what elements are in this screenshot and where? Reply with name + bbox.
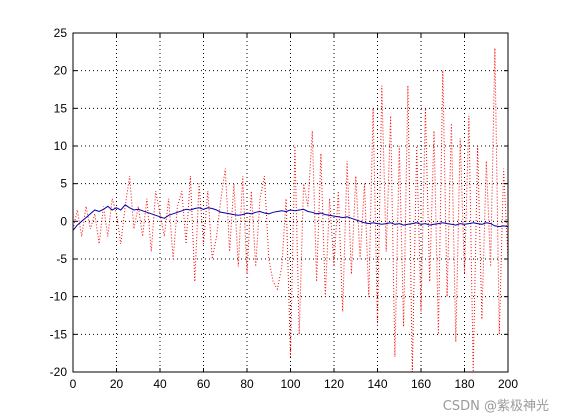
x-tick-label: 60 (197, 377, 211, 391)
x-tick-label: 40 (153, 377, 167, 391)
x-tick-label: 160 (411, 377, 431, 391)
series-layer (72, 48, 509, 373)
y-tick-label: 25 (54, 26, 68, 40)
y-tick-label: 20 (54, 64, 68, 78)
y-tick-label: -20 (50, 365, 68, 379)
y-tick-label: -5 (56, 252, 67, 266)
grid (73, 33, 508, 372)
x-tick-label: 180 (454, 377, 474, 391)
x-tick-label: 20 (110, 377, 124, 391)
y-tick-label: 5 (60, 177, 67, 191)
x-tick-label: 100 (280, 377, 300, 391)
y-tick-label: 10 (54, 139, 68, 153)
x-tick-label: 120 (324, 377, 344, 391)
series-line-blue-solid (72, 204, 509, 231)
y-tick-label: -15 (50, 327, 68, 341)
series-line-red-dotted (72, 48, 509, 373)
watermark: CSDN @紫极神光 (442, 399, 549, 414)
y-tick-label: -10 (50, 290, 68, 304)
x-tick-label: 140 (367, 377, 387, 391)
tick-labels: 0 20 40 60 80 100 120 140 160 180 200 -20 -15 -10 -5 0 5… (50, 26, 519, 391)
y-tick-label: 15 (54, 101, 68, 115)
x-tick-label: 80 (240, 377, 254, 391)
x-tick-label: 200 (498, 377, 518, 391)
y-tick-label: 0 (60, 214, 67, 228)
tick-marks (72, 32, 509, 373)
x-tick-label: 0 (70, 377, 77, 391)
